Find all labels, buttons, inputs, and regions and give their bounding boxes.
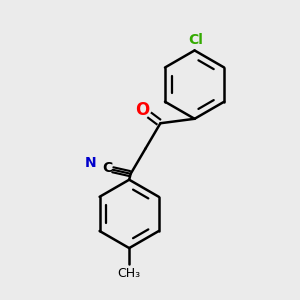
Text: N: N (85, 156, 96, 170)
Text: CH₃: CH₃ (118, 267, 141, 280)
Text: O: O (135, 101, 150, 119)
Text: C: C (102, 161, 112, 176)
Text: Cl: Cl (189, 33, 203, 47)
